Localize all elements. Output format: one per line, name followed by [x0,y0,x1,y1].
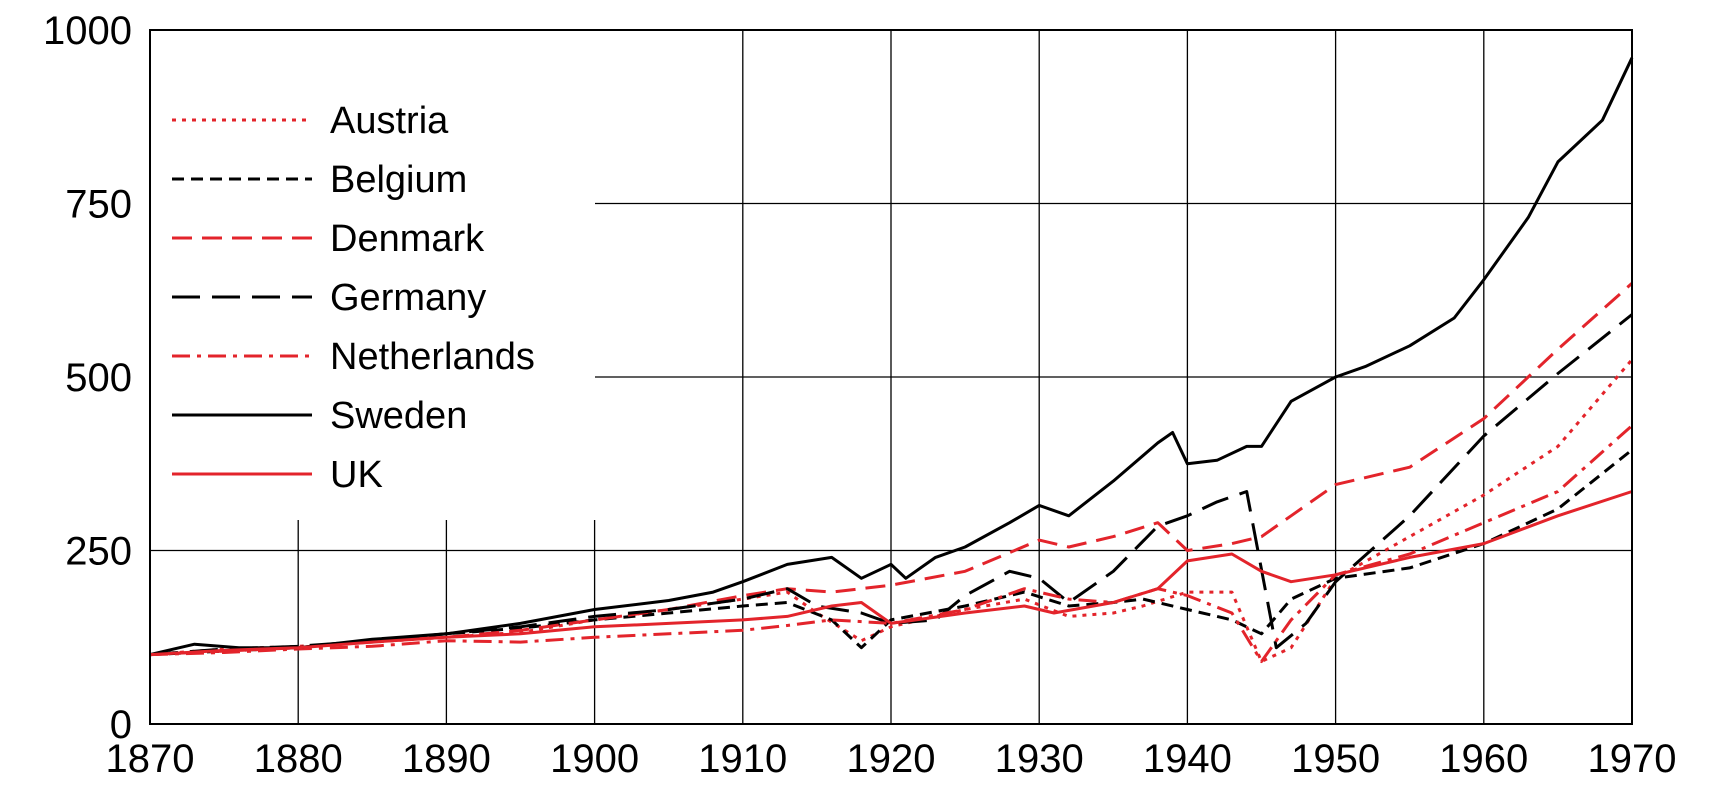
series-lines [149,57,1634,663]
y-tick-label: 1000 [43,9,132,53]
legend-label: Austria [330,100,449,142]
x-tick-label: 1940 [1143,737,1232,781]
legend-label: UK [330,454,383,496]
x-tick-label: 1890 [402,737,491,781]
legend-label: Netherlands [330,336,535,378]
y-tick-label: 250 [65,530,132,574]
plot-area-frame [149,29,1633,725]
x-tick-label: 1880 [254,737,343,781]
x-tick-label: 1900 [550,737,639,781]
x-tick-label: 1910 [698,737,787,781]
legend-label: Denmark [330,218,485,260]
x-tick-label: 1950 [1291,737,1380,781]
y-tick-label: 750 [65,183,132,227]
x-axis-ticks: 1870 1880 1890 1900 1910 1920 1930 1940 1950 1960… [106,737,1677,781]
x-tick-label: 1920 [847,737,936,781]
legend-label: Germany [330,277,486,319]
legend-label: Belgium [330,159,467,201]
series-line-uk [149,490,1633,657]
x-tick-label: 1870 [106,737,195,781]
series-line-belgium [149,448,1633,657]
y-tick-label: 500 [65,356,132,400]
x-tick-label: 1960 [1439,737,1528,781]
legend-label: Sweden [330,395,467,437]
y-axis-ticks: 0 250 500 750 1000 [43,9,132,747]
series-line-germany [149,313,1633,657]
legend: Austria Belgium Denmark Germany Netherlands S… [172,100,535,496]
y-tick-label: 0 [110,703,132,747]
x-tick-label: 1930 [995,737,1084,781]
series-line-sweden [149,57,1634,657]
x-tick-label: 1970 [1588,737,1677,781]
